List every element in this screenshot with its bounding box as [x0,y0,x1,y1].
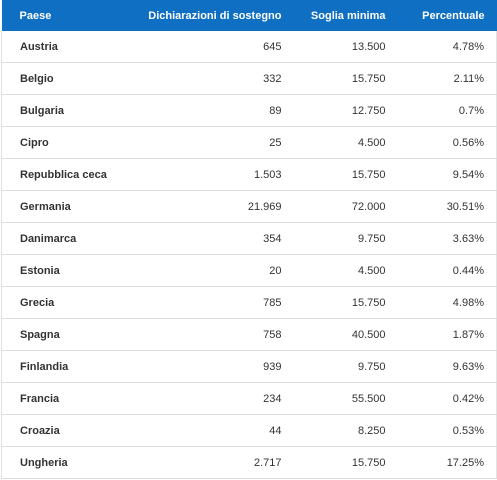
country-cell: Cipro [1,126,122,159]
value-cell: 0.44% [397,254,497,287]
value-cell: 234 [121,382,294,415]
value-cell: 15.750 [293,62,398,95]
country-cell: Spagna [1,318,122,351]
value-cell: 44 [121,414,294,447]
column-header: Dichiarazioni di sostegno [121,0,294,31]
value-cell: 40.500 [293,318,398,351]
value-cell: 4.500 [293,254,398,287]
value-cell: 1.87% [397,318,497,351]
country-cell: Austria [1,31,122,63]
value-cell: 4.78% [397,31,497,63]
value-cell: 2.717 [121,446,294,479]
value-cell: 354 [121,222,294,255]
table-row: Belgio 332 15.750 2.11% [1,62,497,95]
value-cell: 21.969 [121,190,294,223]
value-cell: 9.750 [293,222,398,255]
table-row: Austria 645 13.500 4.78% [1,31,497,63]
country-cell: Finlandia [1,350,122,383]
column-header: Paese [1,0,122,31]
value-cell: 17.25% [397,446,497,479]
country-cell: Croazia [1,414,122,447]
table-row: Cipro 25 4.500 0.56% [1,126,497,159]
value-cell: 15.750 [293,286,398,319]
table-body: Austria 645 13.500 4.78% Belgio 332 15.750 2.11… [1,31,497,479]
value-cell: 25 [121,126,294,159]
value-cell: 0.56% [397,126,497,159]
table-row: Finlandia 939 9.750 9.63% [1,350,497,383]
table-row: Croazia 44 8.250 0.53% [1,414,497,447]
country-cell: Belgio [1,62,122,95]
value-cell: 1.503 [121,158,294,191]
country-cell: Estonia [1,254,122,287]
country-cell: Francia [1,382,122,415]
value-cell: 0.42% [397,382,497,415]
table-row: Repubblica ceca 1.503 15.750 9.54% [1,158,497,191]
value-cell: 9.63% [397,350,497,383]
country-cell: Ungheria [1,446,122,479]
value-cell: 13.500 [293,31,398,63]
value-cell: 15.750 [293,446,398,479]
column-header: Percentuale [397,0,497,31]
column-header: Soglia minima [293,0,398,31]
country-cell: Danimarca [1,222,122,255]
table-row: Spagna 758 40.500 1.87% [1,318,497,351]
value-cell: 89 [121,94,294,127]
country-cell: Grecia [1,286,122,319]
value-cell: 785 [121,286,294,319]
value-cell: 9.54% [397,158,497,191]
table-row: Estonia 20 4.500 0.44% [1,254,497,287]
value-cell: 15.750 [293,158,398,191]
table-row: Bulgaria 89 12.750 0.7% [1,94,497,127]
table-row: Ungheria 2.717 15.750 17.25% [1,446,497,479]
value-cell: 9.750 [293,350,398,383]
value-cell: 55.500 [293,382,398,415]
value-cell: 4.500 [293,126,398,159]
header-row: Paese Dichiarazioni di sostegno Soglia min… [1,0,497,31]
value-cell: 20 [121,254,294,287]
value-cell: 12.750 [293,94,398,127]
value-cell: 2.11% [397,62,497,95]
country-cell: Germania [1,190,122,223]
value-cell: 4.98% [397,286,497,319]
value-cell: 332 [121,62,294,95]
value-cell: 0.7% [397,94,497,127]
country-cell: Repubblica ceca [1,158,122,191]
table-header: Paese Dichiarazioni di sostegno Soglia min… [1,0,497,31]
table-row: Francia 234 55.500 0.42% [1,382,497,415]
value-cell: 939 [121,350,294,383]
value-cell: 758 [121,318,294,351]
value-cell: 3.63% [397,222,497,255]
table-row: Germania 21.969 72.000 30.51% [1,190,497,223]
country-cell: Bulgaria [1,94,122,127]
value-cell: 72.000 [293,190,398,223]
value-cell: 0.53% [397,414,497,447]
table-row: Danimarca 354 9.750 3.63% [1,222,497,255]
table-row: Grecia 785 15.750 4.98% [1,286,497,319]
value-cell: 8.250 [293,414,398,447]
value-cell: 645 [121,31,294,63]
value-cell: 30.51% [397,190,497,223]
